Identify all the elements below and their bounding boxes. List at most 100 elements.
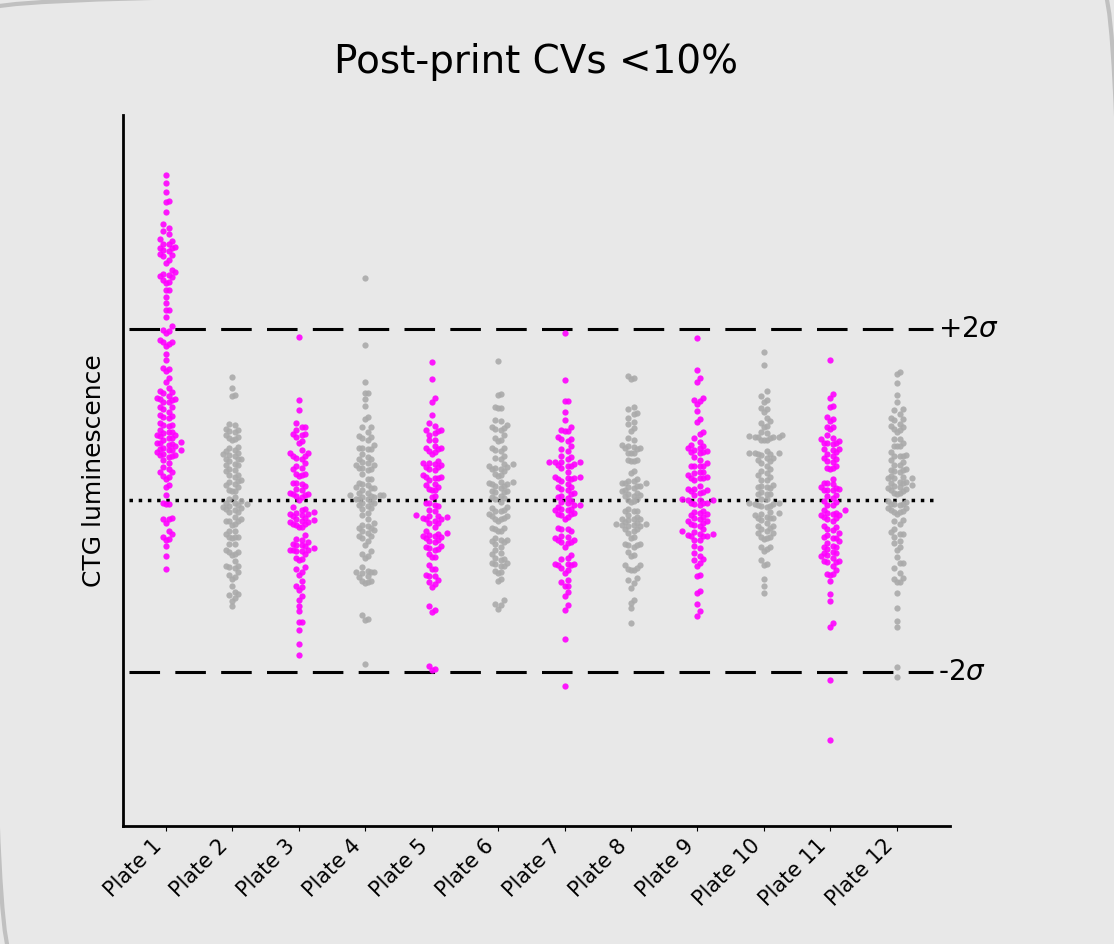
Point [764,497,782,512]
Point [293,588,311,603]
Point [362,419,380,434]
Point [888,387,906,402]
Point [420,568,438,583]
Point [305,541,323,556]
Point [426,577,443,592]
Point [353,454,371,469]
Point [221,462,238,477]
Point [616,476,634,491]
Point [556,511,574,526]
Point [831,553,849,568]
Point [157,539,175,554]
Point [426,529,443,544]
Point [365,457,383,472]
Point [496,551,514,566]
Point [692,497,710,513]
Point [417,469,434,484]
Point [556,602,574,617]
Point [695,503,713,518]
Point [558,535,576,550]
Point [426,470,443,485]
Point [489,353,507,368]
Point [815,503,833,518]
Point [359,505,377,520]
Point [616,440,634,455]
Point [293,502,311,517]
Point [486,422,504,437]
Point [749,453,766,468]
Point [893,570,911,585]
Point [622,615,639,630]
Point [154,460,172,475]
Point [888,507,906,522]
Point [549,430,567,445]
Point [695,471,713,486]
Point [157,480,175,495]
Point [625,446,643,461]
Point [688,585,706,600]
Point [154,401,172,416]
Point [619,446,637,461]
Point [680,441,697,456]
Point [154,385,172,400]
Point [688,568,706,583]
Point [688,609,706,624]
Point [417,512,434,527]
Point [359,492,377,507]
Point [695,522,713,537]
Point [217,464,235,479]
Point [828,511,846,526]
Point [429,515,447,531]
Point [549,520,567,535]
Point [755,404,773,419]
Point [486,485,504,500]
Point [492,451,510,466]
Point [749,497,766,512]
Point [758,480,775,495]
Point [824,477,842,492]
Point [755,579,773,594]
Point [692,527,710,542]
Point [685,473,703,488]
Point [166,240,184,255]
Point [166,428,184,443]
Point [749,430,766,445]
Point [888,549,906,565]
Point [353,565,371,581]
Point [281,507,299,522]
Point [281,446,299,461]
Point [299,542,316,557]
Point [549,490,567,505]
Point [553,474,570,489]
Point [163,247,180,262]
Point [286,562,304,577]
Point [819,461,837,476]
Point [159,220,177,235]
Point [229,452,247,467]
Point [761,447,779,462]
Point [150,231,168,246]
Point [628,571,646,586]
Point [217,496,235,511]
Point [891,533,909,548]
Point [157,374,175,389]
Point [492,423,510,438]
Point [223,578,241,593]
Point [350,461,368,476]
Point [891,556,909,571]
Point [492,572,510,587]
Point [483,520,501,535]
Point [764,430,782,445]
Point [483,462,501,477]
Point [281,514,299,529]
Point [553,528,570,543]
Point [558,470,576,485]
Point [157,295,175,311]
Point [489,468,507,483]
Point [286,459,304,474]
Point [828,519,846,534]
Point [422,482,440,497]
Point [752,539,770,554]
Point [885,560,902,575]
Point [159,395,177,410]
